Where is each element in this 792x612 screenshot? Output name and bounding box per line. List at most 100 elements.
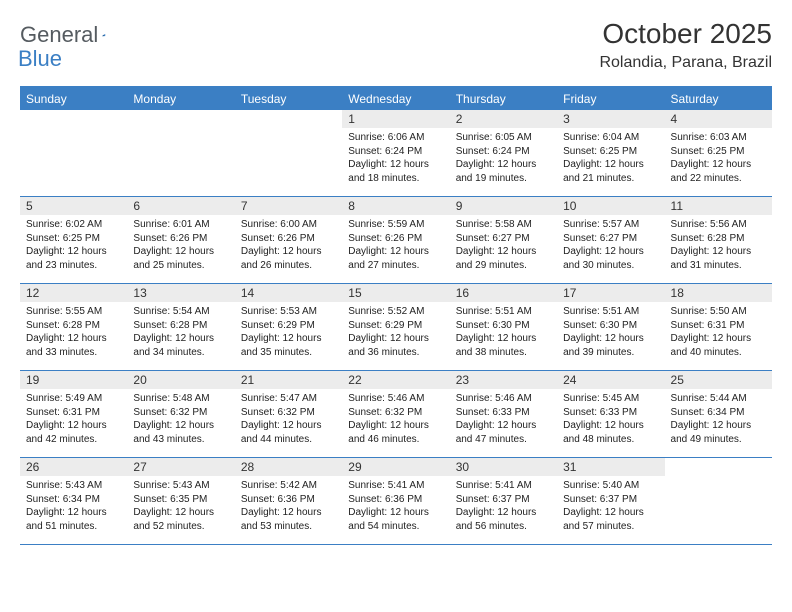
sunrise-line: Sunrise: 5:51 AM	[563, 305, 658, 319]
daylight1-line: Daylight: 12 hours	[456, 245, 551, 259]
calendar-cell: 31Sunrise: 5:40 AMSunset: 6:37 PMDayligh…	[557, 458, 664, 544]
logo: General	[20, 22, 124, 48]
sunrise-line: Sunrise: 6:04 AM	[563, 131, 658, 145]
calendar-cell: 11Sunrise: 5:56 AMSunset: 6:28 PMDayligh…	[665, 197, 772, 283]
daynum-wrap: 27	[127, 458, 234, 476]
daynum-wrap: 25	[665, 371, 772, 389]
daylight1-line: Daylight: 12 hours	[348, 419, 443, 433]
daynum-wrap: 26	[20, 458, 127, 476]
dayname: Thursday	[450, 88, 557, 110]
day-number: 27	[133, 460, 228, 474]
sunset-line: Sunset: 6:26 PM	[348, 232, 443, 246]
calendar-cell: 9Sunrise: 5:58 AMSunset: 6:27 PMDaylight…	[450, 197, 557, 283]
daylight2-line: and 42 minutes.	[26, 433, 121, 447]
day-details: Sunrise: 5:44 AMSunset: 6:34 PMDaylight:…	[665, 389, 772, 449]
sunset-line: Sunset: 6:31 PM	[671, 319, 766, 333]
day-details: Sunrise: 5:49 AMSunset: 6:31 PMDaylight:…	[20, 389, 127, 449]
day-details: Sunrise: 5:41 AMSunset: 6:37 PMDaylight:…	[450, 476, 557, 536]
calendar-cell: 17Sunrise: 5:51 AMSunset: 6:30 PMDayligh…	[557, 284, 664, 370]
sunset-line: Sunset: 6:25 PM	[671, 145, 766, 159]
sunrise-line: Sunrise: 5:58 AM	[456, 218, 551, 232]
day-details: Sunrise: 5:55 AMSunset: 6:28 PMDaylight:…	[20, 302, 127, 362]
daynum-wrap: 17	[557, 284, 664, 302]
day-details: Sunrise: 5:46 AMSunset: 6:33 PMDaylight:…	[450, 389, 557, 449]
logo-text-general: General	[20, 22, 98, 48]
daylight1-line: Daylight: 12 hours	[348, 332, 443, 346]
sunrise-line: Sunrise: 5:40 AM	[563, 479, 658, 493]
calendar-cell: 27 Sunrise: 5:43 AMSunset: 6:35 PMDayligh…	[127, 458, 234, 544]
daynum-wrap: 16	[450, 284, 557, 302]
daylight2-line: and 43 minutes.	[133, 433, 228, 447]
sunrise-line: Sunrise: 5:55 AM	[26, 305, 121, 319]
calendar-cell: 29Sunrise: 5:41 AMSunset: 6:36 PMDayligh…	[342, 458, 449, 544]
daylight1-line: Daylight: 12 hours	[671, 158, 766, 172]
calendar-cell: 6Sunrise: 6:01 AMSunset: 6:26 PMDaylight…	[127, 197, 234, 283]
day-details: Sunrise: 5:40 AMSunset: 6:37 PMDaylight:…	[557, 476, 664, 536]
calendar-cell: 8 Sunrise: 5:59 AMSunset: 6:26 PMDaylight…	[342, 197, 449, 283]
sunset-line: Sunset: 6:34 PM	[26, 493, 121, 507]
day-details: Sunrise: 5:52 AMSunset: 6:29 PMDaylight:…	[342, 302, 449, 362]
day-details: Sunrise: 5:42 AMSunset: 6:36 PMDaylight:…	[235, 476, 342, 536]
daylight1-line: Daylight: 12 hours	[456, 506, 551, 520]
day-details: Sunrise: 5:58 AMSunset: 6:27 PMDaylight:…	[450, 215, 557, 275]
calendar-cell: 15 Sunrise: 5:52 AMSunset: 6:29 PMDayligh…	[342, 284, 449, 370]
day-details: Sunrise: 5:43 AMSunset: 6:35 PMDaylight:…	[127, 476, 234, 536]
daylight1-line: Daylight: 12 hours	[563, 506, 658, 520]
daylight1-line: Daylight: 12 hours	[26, 245, 121, 259]
sunset-line: Sunset: 6:36 PM	[241, 493, 336, 507]
daylight2-line: and 29 minutes.	[456, 259, 551, 273]
daylight1-line: Daylight: 12 hours	[133, 419, 228, 433]
daynum-wrap: 2	[450, 110, 557, 128]
day-number: 10	[563, 199, 658, 213]
daylight2-line: and 36 minutes.	[348, 346, 443, 360]
daylight1-line: Daylight: 12 hours	[456, 419, 551, 433]
logo-triangle-icon	[102, 28, 105, 42]
daylight2-line: and 38 minutes.	[456, 346, 551, 360]
daylight2-line: and 53 minutes.	[241, 520, 336, 534]
day-number: 23	[456, 373, 551, 387]
calendar-cell: 23 Sunrise: 5:46 AMSunset: 6:33 PMDayligh…	[450, 371, 557, 457]
calendar-cell	[127, 110, 234, 196]
day-number: 21	[241, 373, 336, 387]
sunrise-line: Sunrise: 6:02 AM	[26, 218, 121, 232]
daylight2-line: and 51 minutes.	[26, 520, 121, 534]
sunrise-line: Sunrise: 5:43 AM	[133, 479, 228, 493]
sunset-line: Sunset: 6:25 PM	[563, 145, 658, 159]
daynum-wrap: 29	[342, 458, 449, 476]
daynum-wrap: 22	[342, 371, 449, 389]
daynum-wrap: 3	[557, 110, 664, 128]
dayname: Tuesday	[235, 88, 342, 110]
daynum-wrap: 9	[450, 197, 557, 215]
daylight1-line: Daylight: 12 hours	[671, 245, 766, 259]
calendar-cell: 2Sunrise: 6:05 AMSunset: 6:24 PMDaylight…	[450, 110, 557, 196]
daynum-wrap: 12	[20, 284, 127, 302]
daylight1-line: Daylight: 12 hours	[133, 332, 228, 346]
calendar-cell: 28Sunrise: 5:42 AMSunset: 6:36 PMDayligh…	[235, 458, 342, 544]
daynum-wrap: 15	[342, 284, 449, 302]
daylight2-line: and 48 minutes.	[563, 433, 658, 447]
daylight1-line: Daylight: 12 hours	[26, 506, 121, 520]
day-details: Sunrise: 5:59 AMSunset: 6:26 PMDaylight:…	[342, 215, 449, 275]
title-block: October 2025 Rolandia, Parana, Brazil	[599, 18, 772, 72]
sunset-line: Sunset: 6:33 PM	[563, 406, 658, 420]
day-details: Sunrise: 6:02 AMSunset: 6:25 PMDaylight:…	[20, 215, 127, 275]
daynum-wrap: 7	[235, 197, 342, 215]
daylight1-line: Daylight: 12 hours	[563, 332, 658, 346]
sunset-line: Sunset: 6:24 PM	[348, 145, 443, 159]
calendar-cell: 4Sunrise: 6:03 AMSunset: 6:25 PMDaylight…	[665, 110, 772, 196]
day-details: Sunrise: 5:43 AMSunset: 6:34 PMDaylight:…	[20, 476, 127, 536]
sunrise-line: Sunrise: 5:56 AM	[671, 218, 766, 232]
day-details: Sunrise: 6:04 AMSunset: 6:25 PMDaylight:…	[557, 128, 664, 188]
daylight1-line: Daylight: 12 hours	[348, 158, 443, 172]
day-number: 15	[348, 286, 443, 300]
calendar-cell: 21Sunrise: 5:47 AMSunset: 6:32 PMDayligh…	[235, 371, 342, 457]
daylight2-line: and 34 minutes.	[133, 346, 228, 360]
day-number: 17	[563, 286, 658, 300]
daylight2-line: and 54 minutes.	[348, 520, 443, 534]
day-number: 3	[563, 112, 658, 126]
sunset-line: Sunset: 6:24 PM	[456, 145, 551, 159]
daylight2-line: and 19 minutes.	[456, 172, 551, 186]
daylight2-line: and 23 minutes.	[26, 259, 121, 273]
daylight1-line: Daylight: 12 hours	[348, 506, 443, 520]
day-number: 8	[348, 199, 443, 213]
